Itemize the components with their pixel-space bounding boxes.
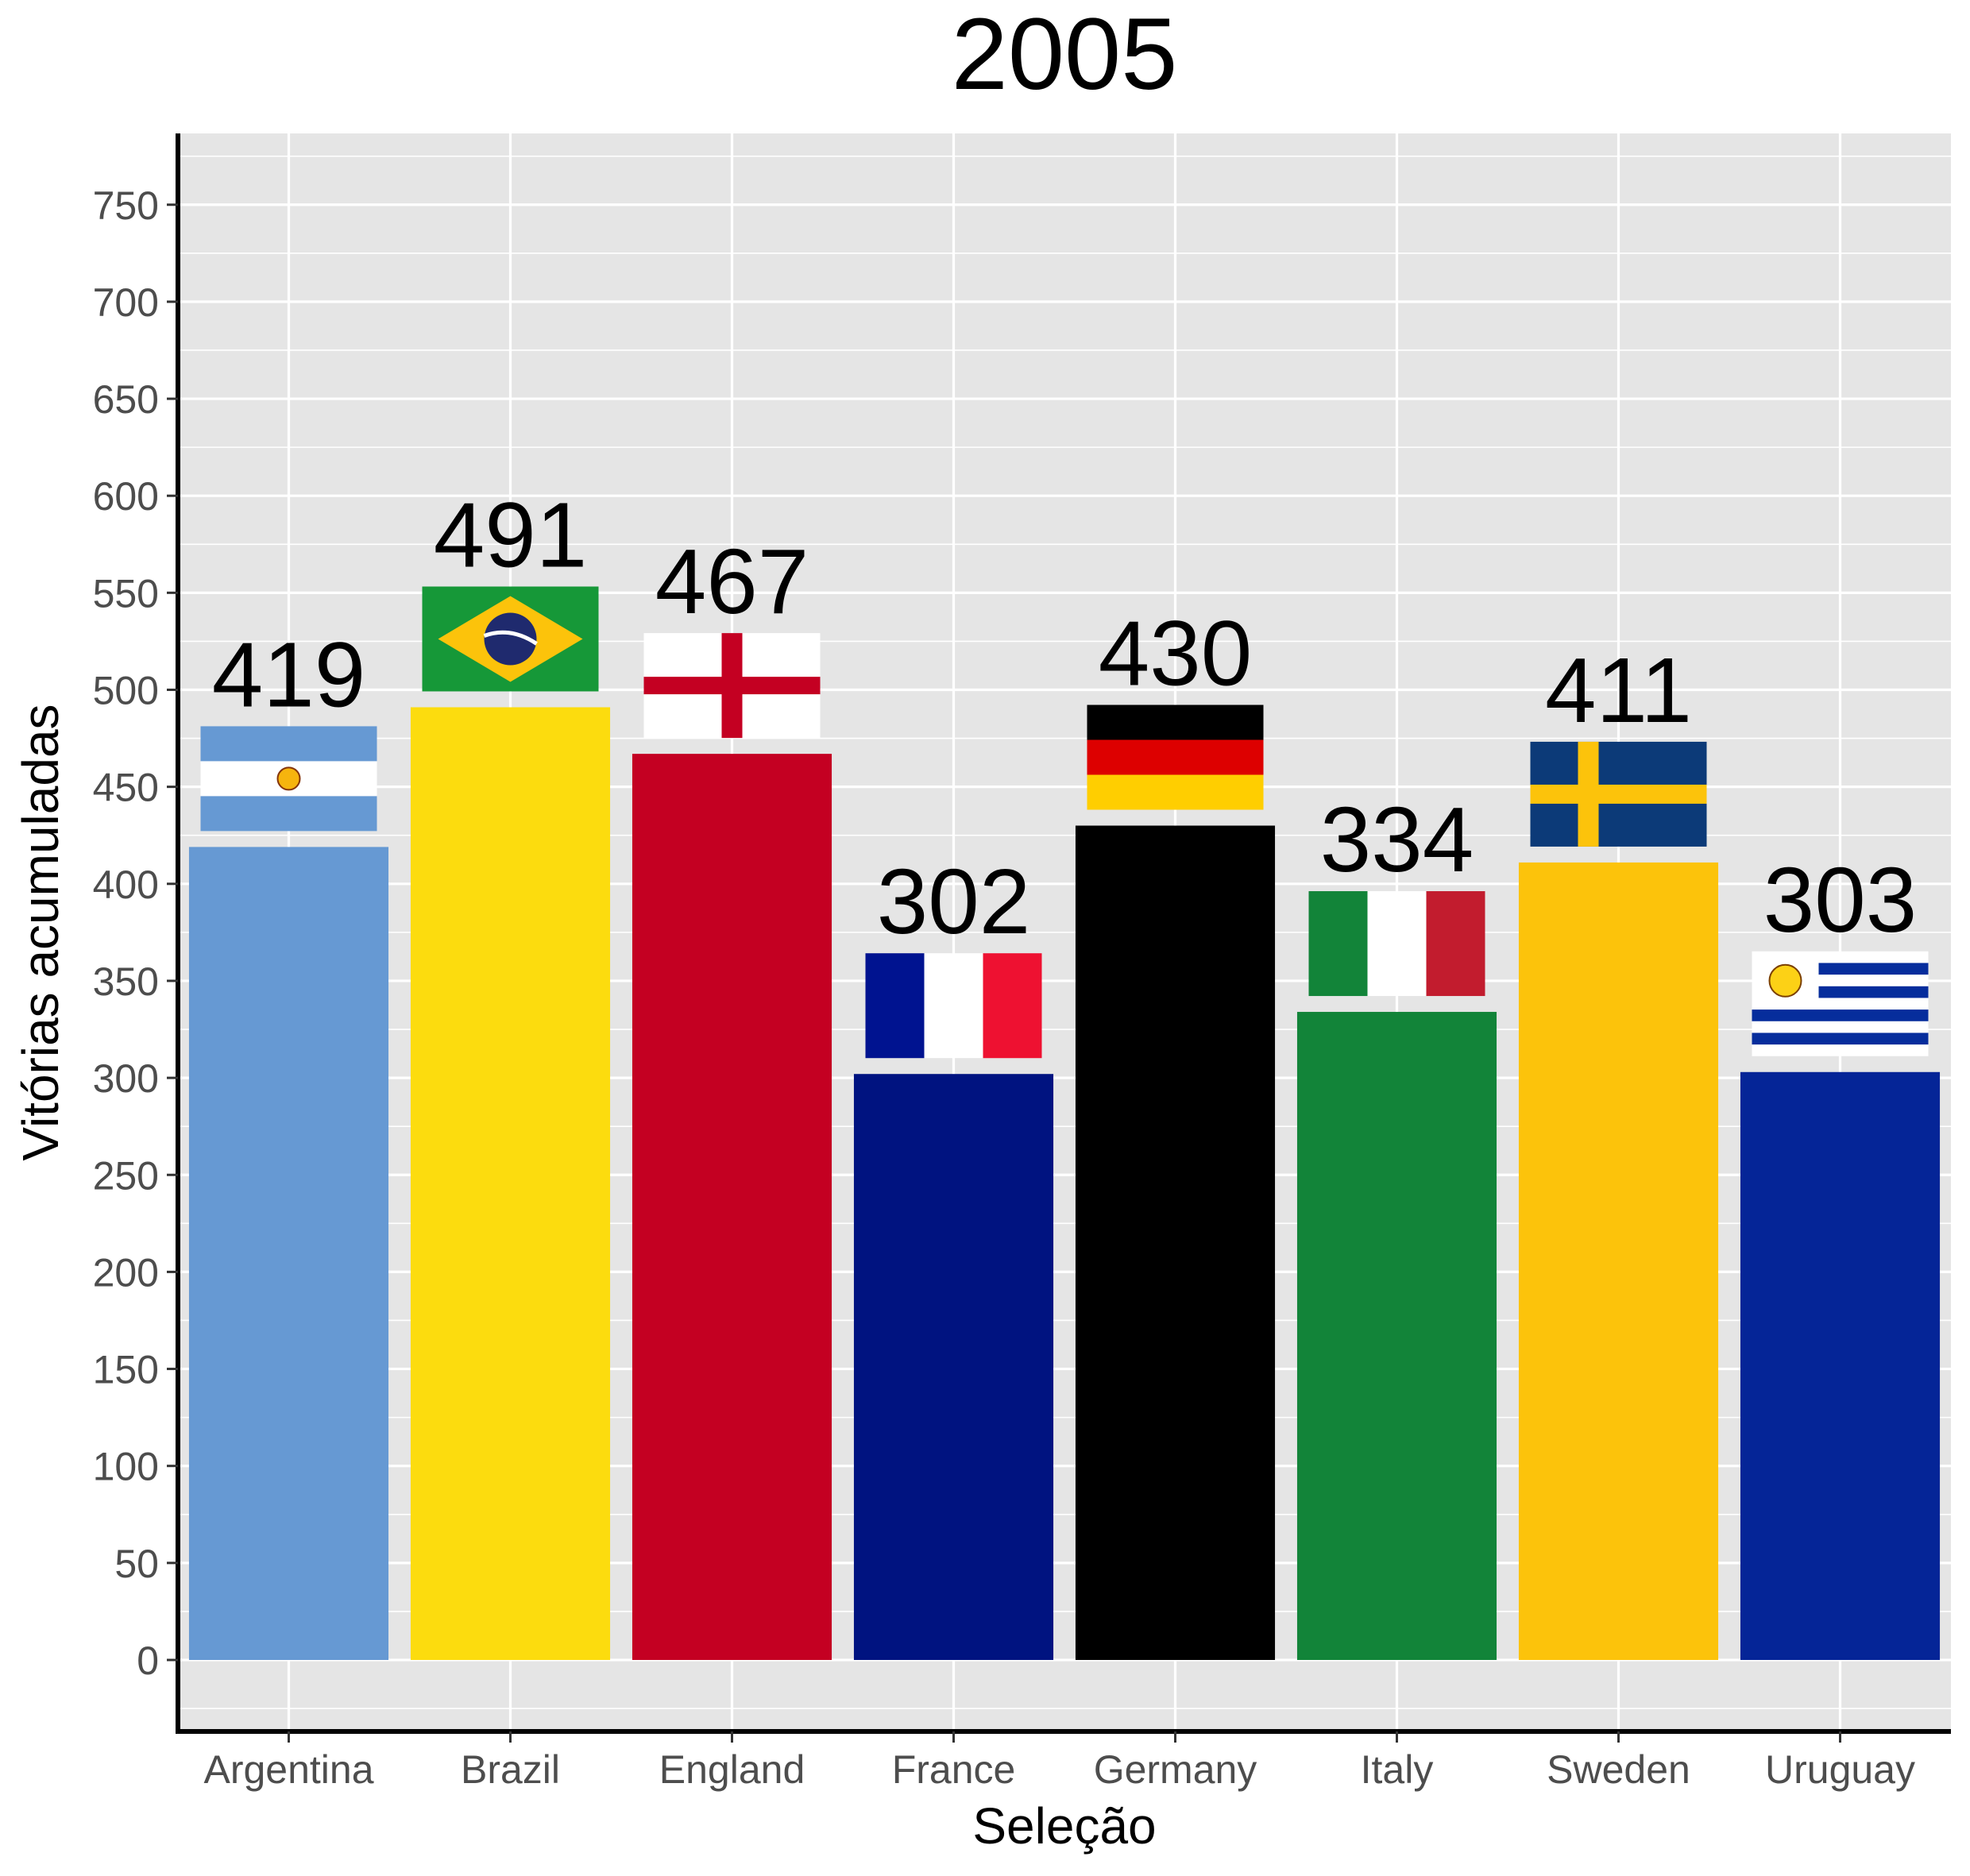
data-label: 303 [1763,848,1918,952]
x-axis-ticks: Argentina Brazil England France Germany Italy… [203,1731,1915,1792]
bars [188,707,1941,1660]
brazil-flag [422,586,599,692]
argentina-flag [200,726,377,832]
y-tick-label: 750 [93,183,159,228]
y-tick-label: 350 [93,959,159,1004]
y-tick-label: 650 [93,377,159,422]
y-tick-label: 300 [93,1056,159,1101]
y-tick-label: 200 [93,1250,159,1295]
x-tick-label: Argentina [203,1747,373,1792]
x-tick-label: France [892,1747,1016,1792]
y-tick-label: 700 [93,280,159,325]
x-tick-label: Brazil [461,1747,560,1792]
data-label: 419 [212,623,366,726]
uruguay-flag [1752,951,1929,1056]
x-tick-label: Germany [1094,1747,1257,1792]
y-tick-label: 450 [93,766,159,810]
y-axis-ticks: 0 50 100 150 200 250 300 350 400 450 500 550 600 650 7… [93,183,178,1683]
bar [632,754,832,1660]
bar [1075,825,1276,1660]
value-labels: 419 491 467 302 430 334 411 303 [212,483,1918,953]
y-tick-label: 400 [93,863,159,907]
sweden-flag [1530,741,1707,847]
flags [200,586,1929,1059]
y-tick-label: 50 [114,1542,159,1586]
x-tick-label: Sweden [1547,1747,1690,1792]
y-tick-label: 550 [93,571,159,616]
data-label: 411 [1545,639,1692,742]
bar [1518,862,1719,1660]
data-label: 491 [434,483,588,586]
bar [1296,1012,1497,1660]
y-tick-label: 500 [93,669,159,713]
x-axis-label: Seleção [972,1797,1156,1855]
x-tick-label: Italy [1361,1747,1434,1792]
italy-flag [1308,891,1485,997]
chart-title: 2005 [952,0,1178,111]
bar [853,1074,1054,1660]
x-tick-label: England [659,1747,805,1792]
data-label: 467 [655,530,809,633]
data-label: 302 [877,850,1031,953]
bar [1740,1071,1941,1660]
france-flag [865,953,1042,1059]
bar [410,707,611,1660]
germany-flag [1087,704,1264,810]
england-flag [643,633,821,739]
y-tick-label: 150 [93,1348,159,1392]
y-tick-label: 250 [93,1153,159,1198]
data-label: 334 [1320,788,1474,891]
data-label: 430 [1099,602,1253,705]
x-tick-label: Uruguay [1765,1747,1915,1792]
y-tick-label: 0 [137,1639,159,1683]
bar [188,847,389,1660]
y-tick-label: 100 [93,1445,159,1489]
y-axis-label: Vitórias acumuladas [12,704,69,1160]
y-tick-label: 600 [93,474,159,519]
